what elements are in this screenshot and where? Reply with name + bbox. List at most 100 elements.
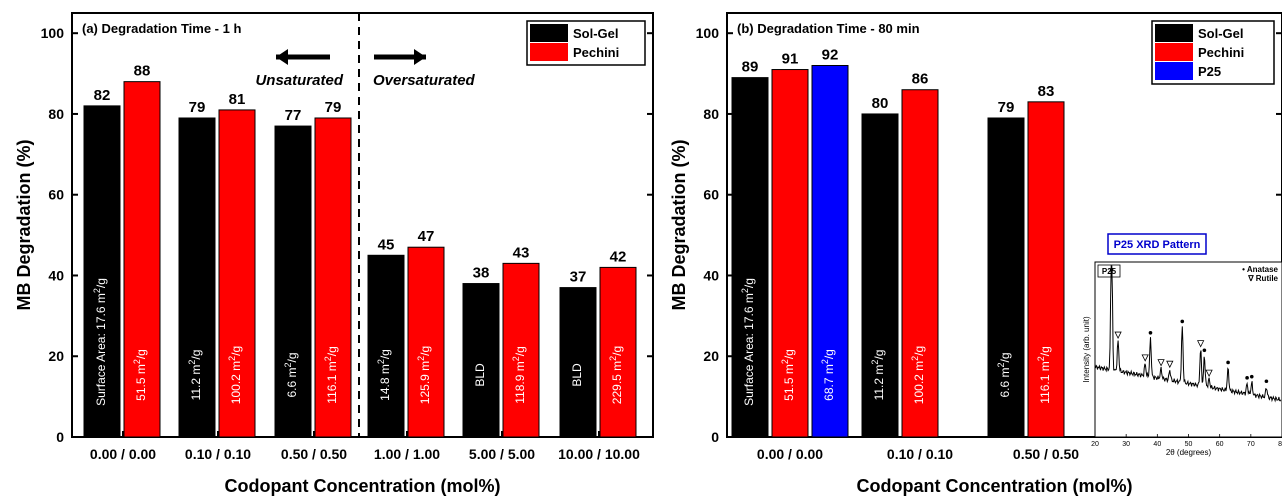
surface-area-label: 125.9 m2/g bbox=[416, 346, 432, 404]
anatase-marker bbox=[1109, 268, 1114, 272]
anatase-marker bbox=[1226, 360, 1230, 365]
rutile-marker bbox=[1166, 360, 1174, 369]
data-label: 79 bbox=[189, 99, 206, 116]
y-tick-label: 100 bbox=[41, 25, 65, 41]
bar-sol-gel bbox=[83, 105, 121, 438]
surface-area-label: 118.9 m2/g bbox=[511, 346, 527, 404]
bar-sol-gel bbox=[731, 77, 769, 438]
data-label: 77 bbox=[285, 107, 302, 124]
data-label: 79 bbox=[998, 99, 1015, 116]
surface-area-label: BLD bbox=[473, 363, 487, 387]
y-tick-label: 20 bbox=[703, 348, 719, 364]
data-label: 88 bbox=[134, 63, 151, 80]
x-tick-label: 5.00 / 5.00 bbox=[469, 446, 535, 462]
data-label: 38 bbox=[473, 265, 490, 282]
data-label: 45 bbox=[378, 236, 395, 253]
y-axis-title: MB Degradation (%) bbox=[669, 139, 689, 310]
panel-title: (a) Degradation Time - 1 h bbox=[82, 21, 241, 36]
inset-title-box bbox=[1107, 233, 1207, 255]
data-label: 80 bbox=[872, 95, 889, 112]
bar-pechini bbox=[123, 81, 161, 438]
y-tick-label: 0 bbox=[56, 429, 64, 445]
legend-swatch bbox=[1155, 62, 1193, 80]
bar-sol-gel bbox=[367, 254, 405, 438]
data-label: 81 bbox=[229, 91, 246, 108]
y-tick-label: 100 bbox=[696, 25, 720, 41]
inset-x-tick-label: 60 bbox=[1216, 441, 1224, 448]
bar-sol-gel bbox=[559, 287, 597, 438]
anatase-marker bbox=[1180, 319, 1185, 324]
y-tick-label: 20 bbox=[48, 348, 64, 364]
inset-legend-rutile: ∇ Rutile bbox=[1247, 274, 1278, 283]
panel-b-panel: 0 20 40 60 80 100 (b) Degradation Time - 80 mi… bbox=[669, 12, 1282, 496]
y-tick-label: 60 bbox=[48, 187, 64, 203]
surface-area-label: 116.1 m2/g bbox=[1036, 346, 1052, 404]
y-tick-label: 80 bbox=[703, 106, 719, 122]
inset-frame bbox=[1094, 261, 1282, 438]
x-axis-title: Codopant Concentration (mol%) bbox=[225, 476, 501, 496]
rutile-marker bbox=[1205, 369, 1213, 378]
legend-swatch bbox=[1155, 43, 1193, 61]
inset-tag: P25 bbox=[1102, 267, 1117, 276]
x-axis-title: Codopant Concentration (mol%) bbox=[857, 476, 1133, 496]
inset-tag-box bbox=[1097, 264, 1121, 278]
data-label: 43 bbox=[513, 244, 530, 261]
panel-a-panel: 0 20 40 60 80 100 (a) Degradation Time - 1 h Co… bbox=[14, 12, 654, 496]
panel-title: (b) Degradation Time - 80 min bbox=[737, 21, 920, 36]
surface-area-label: Surface Area: 17.6 m2/g bbox=[740, 278, 756, 406]
inset-y-axis-title: Intensity (arb. unit) bbox=[1082, 316, 1091, 383]
bar-p25 bbox=[811, 64, 849, 438]
bar-pechini bbox=[407, 246, 445, 438]
surface-area-label: 6.6 m2/g bbox=[283, 352, 299, 397]
surface-area-label: 100.2 m2/g bbox=[227, 346, 243, 404]
legend: Sol-Gel Pechini bbox=[526, 20, 646, 66]
legend: Sol-Gel Pechini P25 bbox=[1151, 20, 1275, 85]
oversaturated-label: Oversaturated bbox=[373, 72, 476, 89]
bar-pechini bbox=[771, 69, 809, 438]
inset-title: P25 XRD Pattern bbox=[1114, 239, 1201, 251]
surface-area-label: 116.1 m2/g bbox=[323, 346, 339, 404]
xrd-inset: P25 XRD Pattern P25 • Anatase∇ Rutile 20 30 4… bbox=[1082, 233, 1282, 457]
inset-x-tick-label: 70 bbox=[1247, 441, 1255, 448]
inset-x-tick-label: 40 bbox=[1153, 441, 1161, 448]
bar-pechini bbox=[599, 266, 637, 438]
bar-pechini bbox=[218, 109, 256, 438]
legend-swatch bbox=[530, 24, 568, 42]
rutile-marker bbox=[1141, 354, 1149, 362]
inset-x-tick-label: 50 bbox=[1185, 441, 1193, 448]
bar-pechini bbox=[1027, 101, 1065, 438]
data-label: 83 bbox=[1038, 83, 1055, 100]
x-tick-label: 0.50 / 0.50 bbox=[281, 446, 347, 462]
inset-x-tick-label: 30 bbox=[1122, 441, 1130, 448]
surface-area-label: Surface Area: 17.6 m2/g bbox=[92, 278, 108, 406]
rutile-marker bbox=[1197, 340, 1205, 348]
anatase-marker bbox=[1245, 376, 1249, 380]
legend-label: Sol-Gel bbox=[1198, 26, 1244, 41]
bar-sol-gel bbox=[462, 283, 500, 438]
legend-label: P25 bbox=[1198, 64, 1221, 79]
legend-label: Sol-Gel bbox=[573, 26, 619, 41]
data-label: 89 bbox=[742, 59, 759, 76]
surface-area-label: 51.5 m2/g bbox=[132, 349, 148, 401]
bar-sol-gel bbox=[987, 117, 1025, 438]
surface-area-label: 11.2 m2/g bbox=[870, 350, 886, 401]
legend-swatch bbox=[1155, 24, 1193, 42]
rutile-marker bbox=[1157, 359, 1165, 367]
rutile-marker bbox=[1114, 331, 1122, 339]
legend-label: Pechini bbox=[573, 45, 619, 60]
surface-area-label: 68.7 m2/g bbox=[820, 349, 836, 401]
inset-x-axis-title: 2θ (degrees) bbox=[1166, 448, 1212, 457]
anatase-marker bbox=[1249, 374, 1254, 379]
surface-area-label: 11.2 m2/g bbox=[187, 350, 203, 401]
inset-x-tick-label: 20 bbox=[1091, 441, 1099, 448]
anatase-marker bbox=[1264, 379, 1269, 384]
surface-area-label: BLD bbox=[570, 363, 584, 387]
y-axis-title: MB Degradation (%) bbox=[14, 139, 34, 310]
data-label: 79 bbox=[325, 99, 342, 116]
bar-pechini bbox=[314, 117, 352, 438]
x-tick-label: 1.00 / 1.00 bbox=[374, 446, 440, 462]
y-tick-label: 0 bbox=[711, 429, 719, 445]
surface-area-label: 229.5 m2/g bbox=[608, 346, 624, 404]
y-tick-label: 40 bbox=[48, 267, 64, 283]
